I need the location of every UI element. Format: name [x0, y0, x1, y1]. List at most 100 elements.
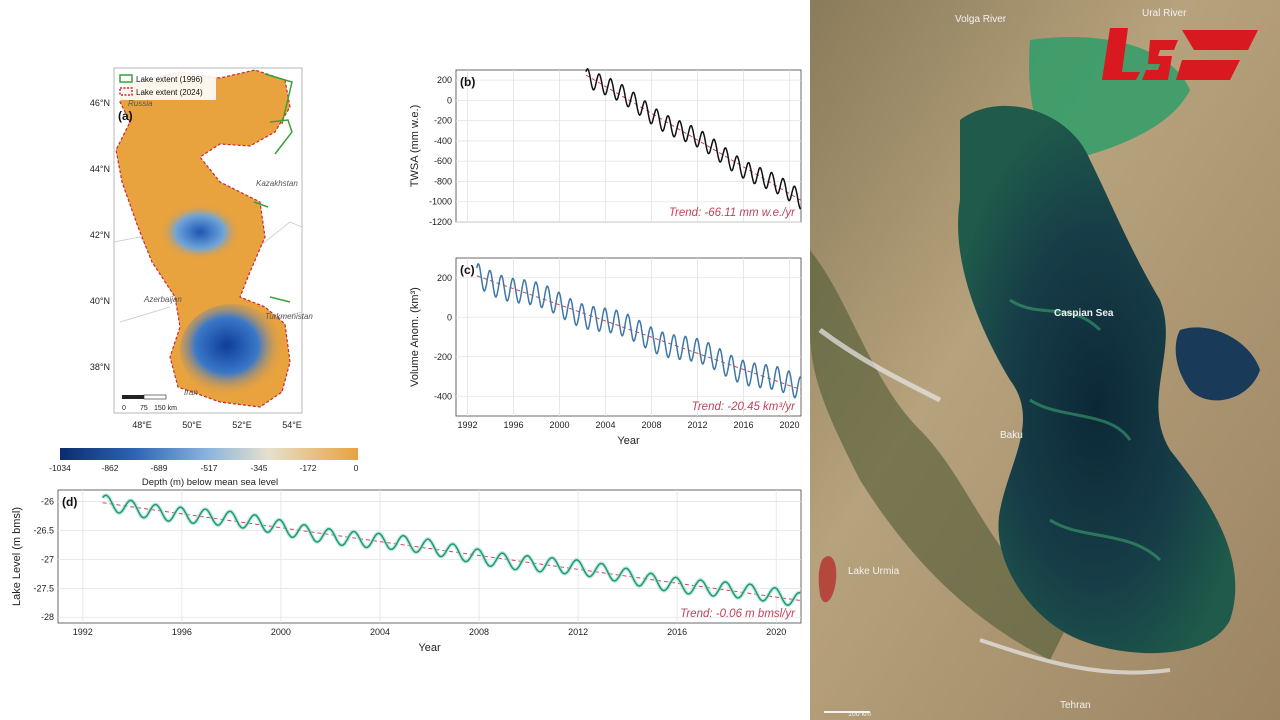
sat-label-baku: Baku	[1000, 430, 1023, 441]
lat-tick-42: 42°N	[90, 230, 110, 240]
x-tick-label: 2008	[469, 627, 489, 637]
trend-line	[102, 502, 802, 602]
colorbar-tick-6: -172	[299, 463, 316, 473]
lat-tick-38: 38°N	[90, 362, 110, 372]
panel-a-map: Lake extent (1996) Lake extent (2024) (a…	[49, 67, 359, 488]
x-tick-label: 2020	[779, 420, 799, 430]
satellite-snow-alborz	[979, 638, 1171, 675]
y-axis-label: Lake Level (m bmsl)	[11, 507, 23, 606]
x-tick-label: 2020	[766, 627, 786, 637]
x-tick-label: 2012	[568, 627, 588, 637]
y-tick-label: -200	[434, 352, 452, 362]
series-line	[102, 494, 801, 606]
y-tick-label: -27	[41, 554, 54, 564]
x-tick-label: 1996	[172, 627, 192, 637]
legend-swatch-2024	[119, 87, 133, 96]
colorbar-tick-2: -862	[101, 463, 118, 473]
satellite-lake-urmia	[818, 556, 837, 603]
sat-label-caspian: Caspian Sea	[1054, 308, 1114, 319]
lat-tick-44: 44°N	[90, 164, 110, 174]
legend-label-2024: Lake extent (2024)	[136, 88, 203, 97]
y-tick-label: 200	[437, 273, 452, 283]
y-tick-label: -600	[434, 156, 452, 166]
colorbar-tick-3: -689	[150, 463, 167, 473]
series-line	[585, 68, 802, 210]
brand-logo	[1102, 28, 1258, 80]
x-tick-label: 2004	[595, 420, 615, 430]
satellite-garabogaz	[1175, 327, 1260, 401]
panel-label: (c)	[460, 263, 475, 277]
y-axis-label: TWSA (mm w.e.)	[409, 105, 421, 188]
label-russia: Russia	[128, 99, 153, 108]
lat-tick-46: 46°N	[90, 98, 110, 108]
sat-label-volga: Volga River	[955, 14, 1007, 25]
scalebar-150: 150 km	[154, 405, 177, 412]
colorbar-label: Depth (m) below mean sea level	[142, 477, 278, 488]
scalebar-0: 0	[122, 405, 126, 412]
legend-label-1996: Lake extent (1996)	[136, 75, 203, 84]
panel-d-level-chart: -26 -26.5 -27 -27.5 -28 1992 1996 2000 2004 2008 2…	[11, 489, 802, 654]
x-tick-label: 2016	[667, 627, 687, 637]
sat-label-urmia: Lake Urmia	[848, 566, 900, 577]
satellite-north-bloom	[1029, 37, 1190, 160]
y-tick-label: -27.5	[33, 583, 54, 593]
sat-scale-label: 100 km	[848, 711, 871, 718]
colorbar-tick-5: -345	[250, 463, 267, 473]
x-tick-label: 2016	[733, 420, 753, 430]
plot-area	[57, 489, 802, 624]
panel-label: (b)	[460, 75, 475, 89]
colorbar	[60, 448, 358, 460]
satellite-snow-caucasus	[818, 327, 942, 403]
x-tick-label: 2000	[271, 627, 291, 637]
y-axis-label: Volume Anom. (km³)	[409, 287, 421, 387]
y-tick-label: -1200	[429, 217, 452, 227]
y-tick-label: 200	[437, 75, 452, 85]
plot-area	[455, 257, 802, 417]
x-tick-label: 1996	[503, 420, 523, 430]
satellite-image: Volga River Ural River Caspian Sea Baku …	[810, 0, 1280, 720]
sat-label-ural: Ural River	[1142, 8, 1187, 19]
trend-text: Trend: -20.45 km³/yr	[692, 401, 796, 413]
trend-text: Trend: -66.11 mm w.e./yr	[669, 207, 796, 219]
x-tick-label: 1992	[73, 627, 93, 637]
scalebar-dark	[122, 395, 144, 399]
x-tick-label: 2000	[549, 420, 569, 430]
lon-tick-50: 50°E	[182, 420, 202, 430]
y-tick-label: -26.5	[33, 525, 54, 535]
y-tick-label: -200	[434, 116, 452, 126]
lon-tick-52: 52°E	[232, 420, 252, 430]
trend-text: Trend: -0.06 m bmsl/yr	[680, 608, 796, 620]
legend-swatch-1996	[119, 74, 133, 83]
x-axis-label: Year	[418, 642, 441, 654]
trend-line	[476, 275, 802, 391]
panel-b-twsa-chart: 200 0 -200 -400 -600 -800 -1000 -1200 (b) Trend: …	[409, 68, 802, 227]
label-azerbaijan: Azerbaijan	[143, 295, 182, 304]
satellite-sea	[958, 105, 1236, 654]
deep-north-basin	[160, 204, 240, 260]
border-lines	[113, 221, 303, 323]
x-tick-label: 2004	[370, 627, 390, 637]
plot-area	[455, 69, 802, 223]
y-tick-label: -28	[41, 612, 54, 622]
satellite-bloom-swirls	[1009, 298, 1162, 562]
scalebar-75: 75	[140, 405, 148, 412]
label-turkmenistan: Turkmenistan	[265, 312, 313, 321]
y-tick-label: 0	[447, 312, 452, 322]
colorbar-tick-4: -517	[200, 463, 217, 473]
y-tick-label: -26	[41, 497, 54, 507]
deep-south-basin	[180, 304, 284, 396]
lon-tick-48: 48°E	[132, 420, 152, 430]
y-tick-label: -800	[434, 176, 452, 186]
panel-label: (d)	[62, 495, 77, 509]
x-tick-label: 2012	[687, 420, 707, 430]
scalebar-light	[143, 394, 167, 400]
sat-label-tehran: Tehran	[1060, 700, 1091, 711]
lon-tick-54: 54°E	[282, 420, 302, 430]
y-tick-label: 0	[447, 95, 452, 105]
extent-1996	[253, 73, 293, 303]
panel-a-label: (a)	[118, 109, 133, 123]
y-tick-label: -1000	[429, 197, 452, 207]
label-iran: Iran	[184, 388, 198, 397]
